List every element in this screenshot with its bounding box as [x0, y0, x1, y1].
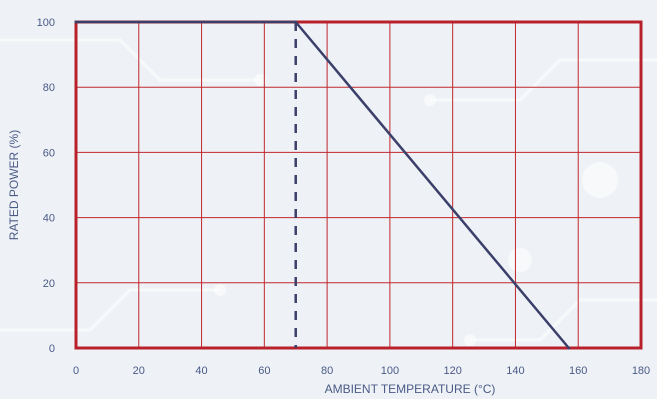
x-tick-label: 80	[321, 365, 333, 377]
x-tick-label: 160	[569, 365, 587, 377]
y-tick-label: 80	[43, 82, 55, 94]
y-tick-label: 40	[43, 213, 55, 225]
y-tick-label: 0	[49, 343, 55, 355]
x-tick-label: 60	[258, 365, 270, 377]
chart-grid	[74, 20, 643, 350]
y-tick-label: 20	[43, 278, 55, 290]
chart-marks	[74, 20, 571, 350]
curve-point	[567, 346, 571, 350]
x-axis-title: AMBIENT TEMPERATURE (°C)	[325, 382, 496, 396]
y-tick-label: 60	[43, 147, 55, 159]
x-tick-label: 100	[381, 365, 399, 377]
chart-tick-labels: 0 20 40 60 80 100 120 140 160 180 0 20 40 60 80 100	[37, 17, 651, 377]
x-tick-label: 140	[506, 365, 524, 377]
x-tick-label: 20	[133, 365, 145, 377]
curve-point	[294, 20, 298, 24]
curve-point	[74, 20, 78, 24]
x-tick-label: 0	[73, 365, 79, 377]
x-tick-label: 180	[632, 365, 650, 377]
y-tick-label: 100	[37, 17, 55, 29]
y-axis-title: RATED POWER (%)	[7, 130, 21, 240]
plot-frame	[74, 20, 643, 350]
x-tick-label: 120	[443, 365, 461, 377]
x-tick-label: 40	[195, 365, 207, 377]
background-circuit-pattern	[0, 38, 657, 346]
